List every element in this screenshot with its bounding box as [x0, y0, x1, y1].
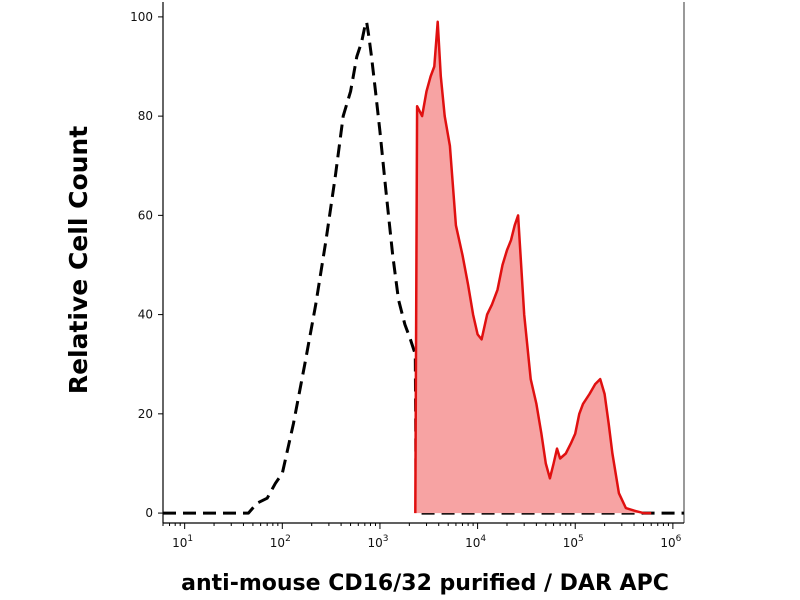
y-tick-label: 20	[138, 407, 153, 421]
x-axis: 101 102 103 104 105 106	[162, 523, 682, 550]
x-tick-label: 101	[172, 534, 193, 550]
y-tick-label: 100	[130, 10, 153, 24]
plot-frame	[162, 2, 685, 524]
y-tick-label: 80	[138, 109, 153, 123]
x-axis-title: anti-mouse CD16/32 purified / DAR APC	[181, 571, 669, 596]
x-tick-label: 103	[367, 534, 388, 550]
y-axis: 0 20 40 60 80 100	[130, 10, 163, 520]
series-1-line	[163, 20, 684, 515]
x-tick-label: 105	[563, 534, 584, 550]
series-2-fill	[415, 21, 652, 514]
x-tick-label: 106	[660, 534, 681, 550]
y-tick-label: 40	[138, 308, 153, 322]
x-tick-label: 102	[270, 534, 291, 550]
y-tick-label: 60	[138, 208, 153, 222]
series-2-line	[414, 20, 652, 515]
y-tick-label: 0	[145, 506, 153, 520]
series-layer	[163, 20, 684, 515]
y-axis-title: Relative Cell Count	[64, 126, 93, 394]
x-tick-label: 104	[465, 534, 486, 550]
